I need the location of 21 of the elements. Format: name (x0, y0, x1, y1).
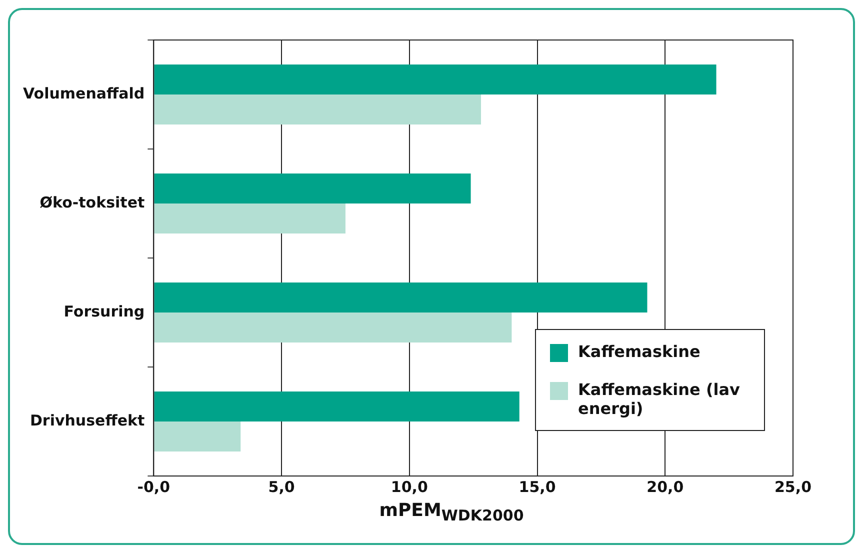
bar (154, 174, 471, 204)
bar (154, 94, 482, 124)
x-tick-label: 5,0 (268, 478, 295, 496)
x-tick-label: 20,0 (646, 478, 684, 496)
bar (154, 282, 648, 312)
x-tick-label: 10,0 (390, 478, 428, 496)
legend-label: Kaffemaskine (lav energi) (578, 380, 741, 418)
x-axis-title: mPEM$_{WDK2000}$ (378, 500, 525, 525)
bar (154, 64, 716, 94)
x-tick-label: 25,0 (774, 478, 812, 496)
bar (154, 422, 241, 452)
y-tick-label: Forsuring (64, 302, 145, 320)
y-tick-label: Volumenaffald (23, 84, 145, 102)
bar (154, 312, 512, 342)
x-tick-label: -0,0 (137, 478, 170, 496)
y-tick-label: Drivhuseffekt (30, 411, 145, 430)
legend-label: Kaffemaskine (578, 342, 700, 361)
x-tick-label: 15,0 (518, 478, 556, 496)
bar (154, 204, 346, 234)
y-tick-label: Øko-toksitet (40, 193, 145, 212)
bar (154, 392, 520, 422)
